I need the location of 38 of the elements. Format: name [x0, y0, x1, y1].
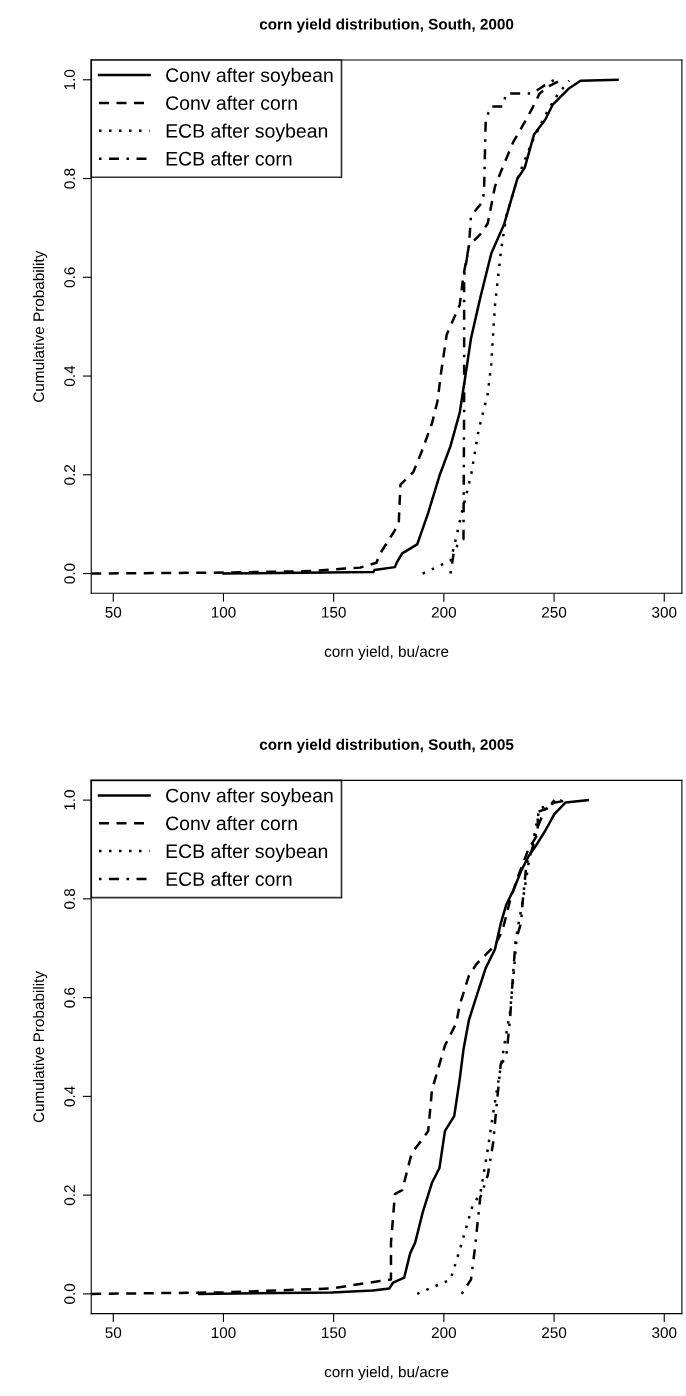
y-tick-label: 0.6: [64, 267, 76, 288]
legend-label: Conv after corn: [166, 95, 297, 110]
y-tick-label: 0.8: [64, 168, 76, 189]
x-tick-label: 50: [105, 1327, 122, 1339]
y-tick-label: 0.6: [64, 987, 76, 1008]
x-tick-label: 250: [542, 1327, 567, 1339]
x-tick-label: 200: [431, 606, 457, 618]
y-tick-label: 0.4: [64, 365, 76, 387]
y-tick-label: 0.0: [64, 1283, 76, 1304]
chart-title: corn yield distribution, South, 2000: [259, 18, 514, 33]
x-axis-title: corn yield, bu/acre: [324, 1366, 449, 1381]
legend-label: ECB after corn: [166, 871, 292, 886]
legend-label: Conv after soybean: [166, 788, 333, 807]
legend-label: ECB after soybean: [166, 123, 328, 142]
y-tick-label: 0.4: [64, 1086, 76, 1107]
legend-label: ECB after soybean: [166, 843, 328, 862]
legend-label: Conv after soybean: [166, 67, 333, 86]
y-tick-label: 0.8: [64, 888, 76, 909]
x-tick-label: 200: [431, 1327, 457, 1339]
y-axis-title: Cumulative Probability: [32, 971, 48, 1123]
x-tick-label: 100: [211, 1327, 236, 1339]
y-tick-label: 1.0: [64, 790, 76, 810]
x-tick-label: 150: [322, 1327, 346, 1339]
x-tick-label: 300: [652, 1327, 677, 1339]
x-tick-label: 100: [211, 606, 236, 618]
x-tick-label: 250: [542, 606, 567, 618]
x-axis-title: corn yield, bu/acre: [324, 645, 449, 660]
legend-label: Conv after corn: [166, 816, 297, 831]
y-tick-label: 0.0: [64, 563, 76, 584]
chart-title: corn yield distribution, South, 2005: [259, 738, 514, 753]
legend-label: ECB after corn: [166, 151, 292, 166]
y-axis-title: Cumulative Probability: [32, 250, 48, 402]
x-tick-label: 300: [652, 606, 677, 618]
y-tick-label: 1.0: [64, 69, 76, 90]
y-tick-label: 0.2: [64, 1185, 76, 1206]
x-tick-label: 50: [105, 606, 122, 618]
x-tick-label: 150: [322, 606, 346, 618]
y-tick-label: 0.2: [64, 464, 76, 485]
